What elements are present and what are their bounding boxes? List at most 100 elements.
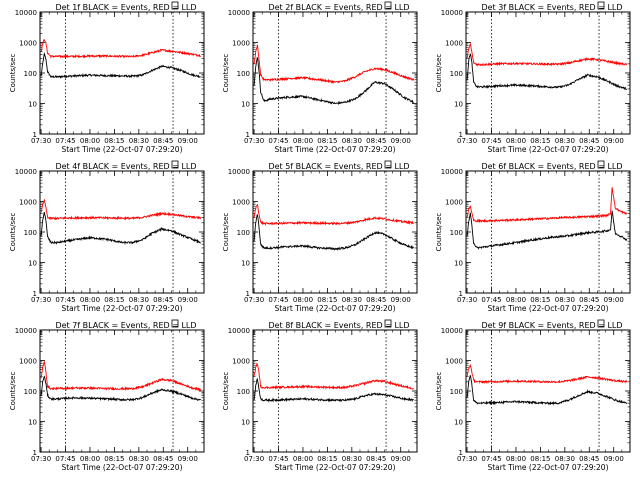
y-tick-label: 10 xyxy=(28,419,37,427)
y-tick-label: 10000 xyxy=(441,327,463,335)
plot-frame xyxy=(252,329,418,453)
x-tick-label: 08:00 xyxy=(506,137,526,145)
events-series-line xyxy=(466,210,628,250)
x-tick-label: 09:00 xyxy=(178,137,198,145)
title-box-glyph xyxy=(171,319,179,328)
y-tick-label: 10000 xyxy=(228,9,250,17)
y-tick-label: 10000 xyxy=(15,327,37,335)
y-tick-label: 1 xyxy=(33,131,37,139)
y-axis-label: Counts/sec xyxy=(9,372,17,411)
y-tick-label: 10000 xyxy=(15,9,37,17)
x-tick-label: 09:00 xyxy=(391,455,411,463)
x-tick-label: 08:30 xyxy=(555,455,575,463)
chart-title: Det 4f BLACK = Events, RED = LLD xyxy=(55,162,196,171)
lld-series-line xyxy=(40,39,201,59)
x-tick-label: 08:15 xyxy=(317,455,337,463)
y-tick-label: 100 xyxy=(237,229,250,237)
y-tick-label: 1 xyxy=(246,449,250,457)
x-axis-label: Start Time (22-Oct-07 07:29:20) xyxy=(61,145,182,154)
events-series-line xyxy=(466,53,628,91)
x-axis-label: Start Time (22-Oct-07 07:29:20) xyxy=(274,463,395,472)
x-tick-label: 08:15 xyxy=(104,137,124,145)
chart-title: Det 9f BLACK = Events, RED = LLD xyxy=(481,321,622,330)
y-tick-label: 10 xyxy=(241,419,250,427)
events-series-line xyxy=(40,51,201,79)
x-tick-label: 07:30 xyxy=(244,137,264,145)
plot-frame xyxy=(252,170,418,294)
events-series-line xyxy=(253,377,414,403)
x-tick-label: 09:00 xyxy=(604,296,624,304)
y-tick-label: 10 xyxy=(241,101,250,109)
x-tick-label: 08:15 xyxy=(317,137,337,145)
x-tick-label: 08:30 xyxy=(342,455,362,463)
title-box-glyph xyxy=(597,319,605,328)
x-tick-label: 08:30 xyxy=(129,296,149,304)
x-tick-label: 08:45 xyxy=(153,455,173,463)
y-axis-label: Counts/sec xyxy=(222,372,230,411)
x-axis-label: Start Time (22-Oct-07 07:29:20) xyxy=(487,145,608,154)
x-tick-label: 07:45 xyxy=(55,455,75,463)
events-series-line xyxy=(40,212,201,246)
plot-frame xyxy=(465,329,631,453)
x-tick-label: 08:45 xyxy=(153,137,173,145)
x-tick-label: 08:00 xyxy=(80,137,100,145)
x-tick-label: 07:30 xyxy=(457,455,477,463)
y-tick-label: 1 xyxy=(246,131,250,139)
y-tick-label: 100 xyxy=(450,229,463,237)
lld-series-line xyxy=(466,363,628,384)
x-tick-label: 08:15 xyxy=(104,296,124,304)
y-axis-label: Counts/sec xyxy=(435,54,443,93)
plot-frame xyxy=(465,170,631,294)
x-tick-label: 08:30 xyxy=(129,455,149,463)
y-axis-label: Counts/sec xyxy=(222,54,230,93)
x-tick-label: 07:45 xyxy=(268,137,288,145)
chart-panel: Det 3f BLACK = Events, RED = LLD 1 10 100 10… xyxy=(435,1,631,154)
y-axis-label: Counts/sec xyxy=(435,213,443,252)
x-tick-label: 08:15 xyxy=(530,137,550,145)
events-series-line xyxy=(40,375,202,402)
x-tick-label: 08:00 xyxy=(506,296,526,304)
x-tick-label: 08:45 xyxy=(579,455,599,463)
x-tick-label: 09:00 xyxy=(178,296,198,304)
y-tick-label: 1 xyxy=(459,131,463,139)
x-tick-label: 07:30 xyxy=(244,455,264,463)
y-tick-label: 10000 xyxy=(441,9,463,17)
title-box-glyph xyxy=(384,319,392,328)
y-tick-label: 1 xyxy=(459,449,463,457)
chart-panel: Det 6f BLACK = Events, RED = LLD 1 10 100 10… xyxy=(435,160,631,313)
x-tick-label: 07:45 xyxy=(55,137,75,145)
lld-series-line xyxy=(253,203,414,226)
y-tick-label: 100 xyxy=(237,388,250,396)
x-tick-label: 08:00 xyxy=(293,455,313,463)
x-tick-label: 08:45 xyxy=(579,296,599,304)
chart-panel: Det 9f BLACK = Events, RED = LLD 1 10 100 10… xyxy=(435,319,631,472)
chart-title: Det 6f BLACK = Events, RED = LLD xyxy=(481,162,622,171)
lld-series-line xyxy=(466,42,628,67)
x-axis-label: Start Time (22-Oct-07 07:29:20) xyxy=(487,463,608,472)
y-tick-label: 10000 xyxy=(15,168,37,176)
x-axis-label: Start Time (22-Oct-07 07:29:20) xyxy=(487,304,608,313)
x-axis-label: Start Time (22-Oct-07 07:29:20) xyxy=(274,304,395,313)
y-axis-label: Counts/sec xyxy=(222,213,230,252)
title-box-glyph xyxy=(597,1,605,10)
x-tick-label: 08:30 xyxy=(555,137,575,145)
plot-frame xyxy=(39,11,205,135)
x-tick-label: 08:30 xyxy=(129,137,149,145)
x-tick-label: 08:45 xyxy=(366,455,386,463)
y-tick-label: 100 xyxy=(24,229,37,237)
plot-frame xyxy=(465,11,631,135)
x-tick-label: 08:00 xyxy=(506,455,526,463)
x-tick-label: 08:30 xyxy=(342,296,362,304)
x-tick-label: 07:45 xyxy=(268,296,288,304)
title-box-glyph xyxy=(171,160,179,169)
x-tick-label: 07:30 xyxy=(31,137,51,145)
y-axis-label: Counts/sec xyxy=(435,372,443,411)
y-tick-label: 1000 xyxy=(19,199,37,207)
x-tick-label: 08:00 xyxy=(293,137,313,145)
x-tick-label: 08:45 xyxy=(366,137,386,145)
x-tick-label: 08:15 xyxy=(530,296,550,304)
x-tick-label: 08:00 xyxy=(293,296,313,304)
y-tick-label: 1000 xyxy=(232,40,250,48)
y-tick-label: 1000 xyxy=(19,358,37,366)
y-tick-label: 10 xyxy=(454,419,463,427)
